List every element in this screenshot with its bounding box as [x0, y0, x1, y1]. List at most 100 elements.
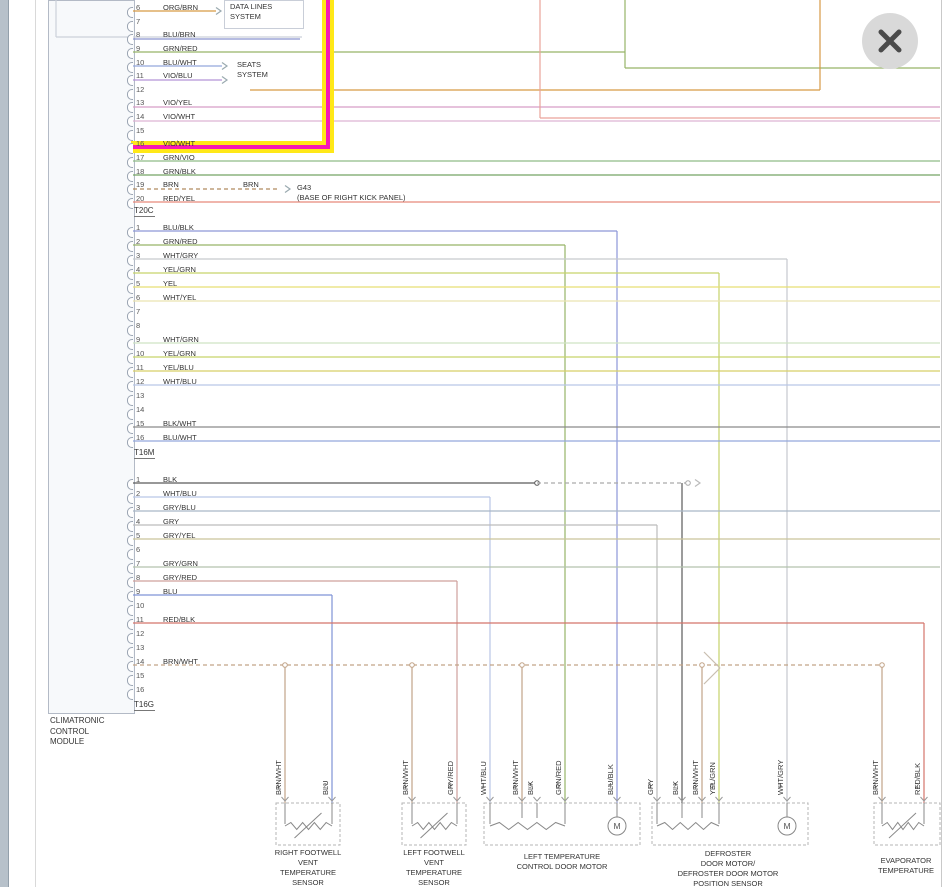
wire-color-label: BRN: [163, 180, 179, 190]
pin-number: 11: [136, 363, 144, 372]
wire-color-label-vertical: GRY: [646, 778, 655, 795]
pin-notch: [127, 409, 133, 420]
arrow-down-icon: [698, 796, 706, 802]
wire-color-label: WHT/GRY: [163, 251, 199, 260]
pin-number: 1: [136, 223, 141, 232]
resistor-symbol: [656, 821, 720, 831]
pin-number: 14: [136, 405, 145, 414]
resistor-symbol: [411, 821, 458, 831]
highlight-trace-vertical: [326, 0, 330, 149]
wire-color-label: WHT/GRN: [163, 335, 199, 344]
component-label: RIGHT FOOTWELL VENT TEMPERATURE SENSOR: [274, 848, 342, 887]
pin-notch: [127, 381, 133, 392]
pin-notch: [127, 20, 133, 32]
pin-number: 12: [136, 84, 145, 94]
arrow-down-icon: [783, 796, 791, 802]
pin-number: 13: [136, 391, 145, 400]
frame-line-left: [35, 0, 36, 887]
arrow-down-icon: [281, 796, 289, 802]
wire-color-label-vertical: GRY/RED: [446, 760, 455, 795]
component-label: EVAPORATOR TEMPERATURE: [877, 856, 935, 875]
pin-notch: [127, 437, 133, 448]
pin-notch: [127, 563, 133, 574]
component-pin-number: 1: [403, 783, 407, 790]
wire-color-label: GRN/RED: [163, 237, 198, 246]
pin-notch: [127, 507, 133, 518]
component-pin-number: 1: [648, 783, 652, 790]
close-button[interactable]: [862, 13, 918, 69]
wire-color-label: BRN/WHT: [163, 657, 198, 666]
pin-number: 3: [136, 503, 141, 512]
pin-number: 10: [136, 57, 145, 67]
arrow-down-icon: [561, 796, 569, 802]
pin-notch: [127, 129, 133, 141]
junction-dot: [685, 480, 691, 486]
pin-notch: [127, 297, 133, 308]
pin-notch: [127, 423, 133, 434]
wire-color-label: BLU/BRN: [163, 30, 196, 40]
wire-color-label: GRN/RED: [163, 43, 198, 53]
module-name: CLIMATRONIC CONTROL MODULE: [50, 716, 105, 746]
pin-number: 6: [136, 545, 141, 554]
wire-color-label-vertical: WHT/GRY: [776, 759, 785, 795]
pin-number: 8: [136, 30, 141, 40]
pin-notch: [127, 116, 133, 128]
pin-notch: [127, 493, 133, 504]
pin-number: 11: [136, 615, 144, 624]
connector-label: T20C: [134, 206, 155, 217]
wire-color-label: YEL/GRN: [163, 349, 196, 358]
data-lines-system-box: [224, 0, 304, 29]
wire-color-label: YEL/GRN: [163, 265, 196, 274]
component-pin-number: 2: [673, 783, 677, 790]
thermistor-arrow: [294, 812, 322, 839]
wire-color-label: VIO/WHT: [163, 112, 196, 122]
pin-notch: [127, 367, 133, 378]
wire-color-label: GRY/GRN: [163, 559, 198, 568]
pin-number: 15: [136, 125, 145, 135]
wire-color-label: VIO/WHT: [163, 139, 196, 149]
wire-color-label-vertical: BLU/BLK: [606, 764, 615, 795]
pin-notch: [127, 7, 133, 18]
component-pin-number: 1: [481, 783, 485, 790]
motor-symbol: [607, 816, 627, 836]
wire-color-label: GRN/VIO: [163, 153, 195, 163]
wire-color-label: GRY/BLU: [163, 503, 196, 512]
component-box: [275, 802, 341, 846]
component-pin-number: 6: [556, 783, 560, 790]
motor-letter: M: [613, 821, 620, 831]
wire-color-label-vertical: BLK: [526, 780, 535, 795]
pin-notch: [127, 535, 133, 546]
component-pin-number: 1: [873, 783, 877, 790]
arrow-down-icon: [613, 796, 621, 802]
component-label: LEFT FOOTWELL VENT TEMPERATURE SENSOR: [403, 848, 465, 887]
wire-color-label: ORG/BRN: [163, 3, 199, 12]
motor-letter: M: [783, 821, 790, 831]
component-pin-number: 6: [710, 783, 714, 790]
pin-number: 7: [136, 559, 141, 568]
connector-label: T16M: [134, 448, 156, 459]
wire-color-label-vertical: BRN/WHT: [401, 760, 410, 795]
pin-notch: [127, 241, 133, 252]
arrow-down-icon: [408, 796, 416, 802]
pin-number: 7: [136, 307, 141, 316]
pin-number: 6: [136, 293, 141, 302]
pin-notch: [127, 619, 133, 630]
resistor-symbol: [881, 821, 925, 831]
wire-color-label-vertical: BRN/WHT: [691, 760, 700, 795]
arrow-down-icon: [920, 796, 928, 802]
pin-notch: [127, 157, 133, 169]
pin-notch: [127, 577, 133, 588]
motor-symbol: [777, 816, 797, 836]
pin-number: 2: [136, 489, 141, 498]
wire-color-label-vertical: BLU: [321, 780, 330, 795]
component-label: LEFT TEMPERATURE CONTROL DOOR MOTOR: [516, 852, 608, 871]
arrow-down-icon: [715, 796, 723, 802]
pin-number: 1: [136, 475, 141, 484]
pin-notch: [127, 325, 133, 336]
pin-notch: [127, 647, 133, 658]
wire-color-label-vertical: BRN/WHT: [511, 760, 520, 795]
component-pin-number: 1: [276, 783, 280, 790]
component-label: DEFROSTER DOOR MOTOR/ DEFROSTER DOOR MOT…: [677, 849, 779, 887]
pin-notch: [127, 549, 133, 560]
